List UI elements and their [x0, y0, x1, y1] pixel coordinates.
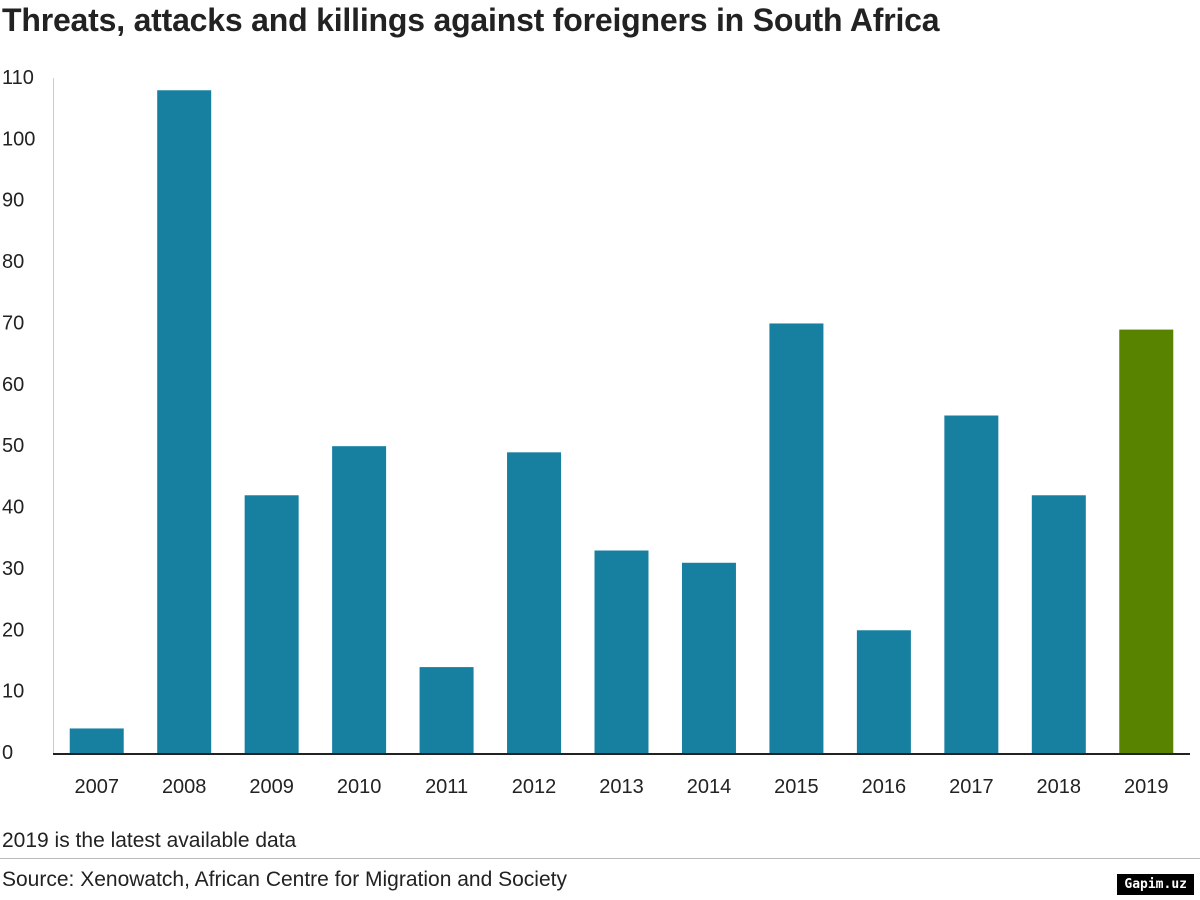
bars [69, 90, 1174, 754]
bar-2014 [681, 562, 736, 753]
bar-2011 [419, 667, 474, 753]
x-tick-label: 2013 [599, 776, 644, 798]
y-tick-label: 80 [2, 251, 24, 273]
bar-2010 [332, 446, 387, 753]
chart-title: Threats, attacks and killings against fo… [2, 2, 940, 38]
x-tick-label: 2015 [774, 776, 819, 798]
y-tick-label: 90 [2, 190, 24, 212]
bar-2009 [244, 495, 299, 753]
bar-2018 [1031, 495, 1086, 753]
bar-2016 [856, 630, 911, 753]
x-tick-label: 2008 [162, 776, 207, 798]
x-tick-label: 2010 [337, 776, 382, 798]
footnote: 2019 is the latest available data [2, 829, 297, 852]
source-note: Source: Xenowatch, African Centre for Mi… [2, 868, 567, 891]
bar-2017 [944, 415, 999, 753]
y-tick-label: 60 [2, 374, 24, 396]
x-tick-label: 2019 [1124, 776, 1169, 798]
y-tick-label: 100 [2, 128, 35, 150]
bar-2013 [594, 550, 649, 753]
x-tick-label: 2014 [687, 776, 732, 798]
x-tick-label: 2007 [74, 776, 119, 798]
y-tick-label: 30 [2, 558, 24, 580]
x-tick-label: 2018 [1037, 776, 1082, 798]
footer-divider [0, 858, 1200, 859]
y-axis: 0 10 20 30 40 50 60 70 80 90 100 110 [2, 67, 54, 764]
y-tick-label: 0 [2, 742, 13, 764]
y-tick-label: 110 [2, 67, 34, 89]
y-tick-label: 40 [2, 497, 24, 519]
y-tick-label: 10 [2, 681, 24, 703]
x-tick-label: 2011 [425, 776, 468, 798]
y-tick-label: 70 [2, 312, 24, 334]
x-tick-label: 2017 [949, 776, 994, 798]
y-tick-label: 50 [2, 435, 24, 457]
x-tick-label: 2016 [862, 776, 907, 798]
x-tick-label: 2012 [512, 776, 557, 798]
y-tick-label: 20 [2, 619, 24, 641]
x-tick-label: 2009 [249, 776, 294, 798]
bar-2015 [769, 323, 824, 753]
watermark-badge: Gapim.uz [1117, 874, 1194, 895]
x-axis: 2007 2008 2009 2010 2011 2012 2013 2014 2015 2016… [53, 753, 1190, 798]
bar-2019 [1119, 329, 1174, 753]
bar-2008 [157, 90, 212, 754]
bar-2007 [69, 728, 124, 753]
bar-2012 [507, 452, 562, 753]
